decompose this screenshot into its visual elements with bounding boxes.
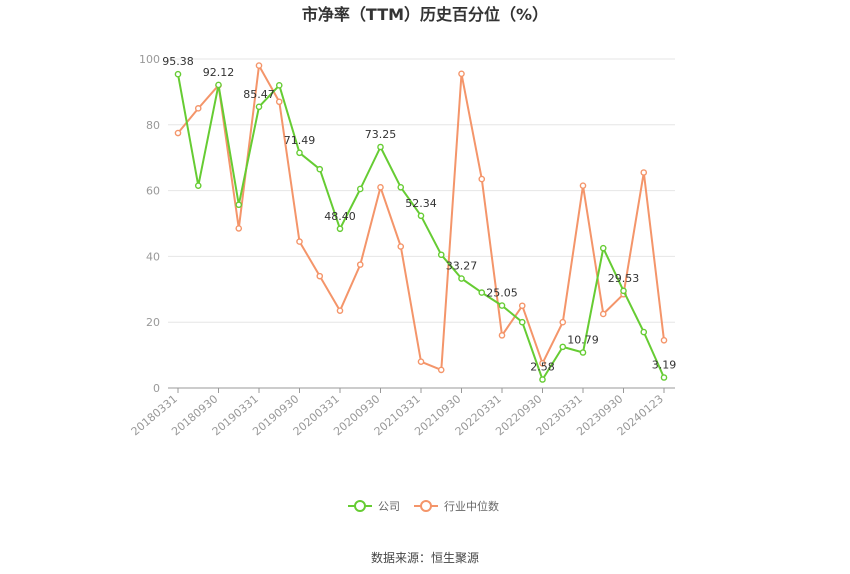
data-point xyxy=(215,81,222,89)
legend[interactable]: 公司 行业中位数 xyxy=(348,499,499,513)
data-point xyxy=(539,376,546,383)
data-label: 33.27 xyxy=(446,260,478,273)
data-point xyxy=(559,343,567,351)
data-point xyxy=(377,184,384,191)
series xyxy=(174,62,668,383)
data-label: 52.34 xyxy=(405,197,437,210)
legend-item-1[interactable]: 行业中位数 xyxy=(414,499,499,513)
data-point xyxy=(417,358,425,365)
data-point xyxy=(620,287,627,295)
data-point xyxy=(377,143,384,151)
data-point xyxy=(518,318,526,326)
data-point xyxy=(336,225,344,233)
data-point xyxy=(356,185,364,193)
y-tick-label: 40 xyxy=(146,250,160,263)
data-point xyxy=(235,225,243,232)
legend-label: 行业中位数 xyxy=(444,499,499,513)
data-point xyxy=(458,70,465,78)
data-point xyxy=(498,302,506,309)
data-point xyxy=(498,332,506,339)
data-point xyxy=(478,175,486,183)
data-point xyxy=(660,374,668,381)
data-point xyxy=(660,336,668,344)
data-point xyxy=(397,184,405,191)
data-point xyxy=(579,182,587,189)
data-point xyxy=(255,103,263,111)
data-point xyxy=(194,182,202,189)
data-label: 10.79 xyxy=(567,334,599,347)
data-point xyxy=(640,328,648,336)
data-point xyxy=(599,244,607,252)
data-point xyxy=(174,70,182,78)
data-point xyxy=(275,98,283,106)
data-label: 3.19 xyxy=(652,359,677,372)
legend-item-0[interactable]: 公司 xyxy=(348,500,400,513)
data-label: 95.38 xyxy=(162,55,194,68)
y-tick-label: 100 xyxy=(139,53,160,66)
data-point xyxy=(316,272,324,280)
data-point xyxy=(437,251,445,259)
legend-marker xyxy=(354,500,366,512)
data-point xyxy=(579,349,587,356)
data-point xyxy=(518,302,526,310)
chart-title: 市净率（TTM）历史百分位（%） xyxy=(302,5,548,24)
data-labels: 95.38 92.12 85.47 71.49 48.40 73.25 52.34 33.27… xyxy=(162,55,676,373)
y-tick-label: 80 xyxy=(146,119,160,132)
data-point xyxy=(296,238,303,245)
data-point xyxy=(417,212,425,220)
data-point xyxy=(255,62,263,69)
data-point xyxy=(458,275,465,282)
data-label: 73.25 xyxy=(365,128,397,141)
y-tick-label: 0 xyxy=(153,382,160,395)
legend-label: 公司 xyxy=(378,500,400,513)
data-label: 71.49 xyxy=(284,134,316,147)
data-point xyxy=(478,289,486,296)
data-point xyxy=(559,318,567,326)
data-label: 92.12 xyxy=(203,66,235,79)
legend-marker xyxy=(420,500,432,512)
data-label: 2.58 xyxy=(530,361,555,374)
y-tick-label: 60 xyxy=(146,185,160,198)
data-point xyxy=(640,169,648,176)
data-point xyxy=(397,243,405,250)
source-note: 数据来源：恒生聚源 xyxy=(371,550,479,565)
data-point xyxy=(539,360,546,367)
data-point xyxy=(275,82,283,89)
data-point xyxy=(174,129,182,137)
data-label: 29.53 xyxy=(608,272,640,285)
data-label: 48.40 xyxy=(324,210,356,223)
data-label: 25.05 xyxy=(486,287,518,300)
data-label: 85.47 xyxy=(243,88,275,101)
data-point xyxy=(599,310,607,318)
data-point xyxy=(235,201,243,209)
y-tick-label: 20 xyxy=(146,316,160,329)
data-point xyxy=(316,165,324,173)
data-point xyxy=(336,307,344,314)
data-point xyxy=(437,366,445,374)
data-point xyxy=(356,261,364,268)
data-point xyxy=(296,149,303,157)
data-point xyxy=(194,105,202,112)
